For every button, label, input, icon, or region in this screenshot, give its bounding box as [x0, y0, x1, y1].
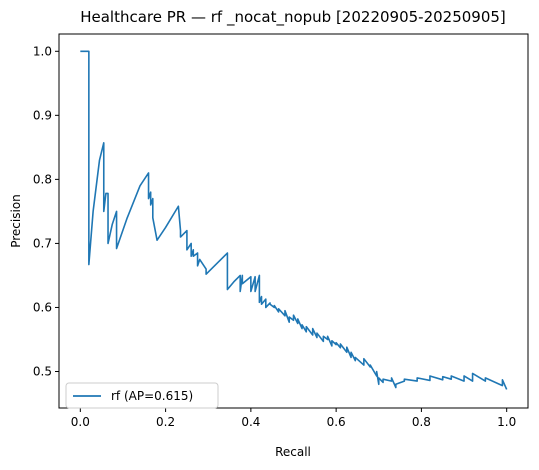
x-tick-label: 0.2	[156, 415, 175, 429]
x-axis-label: Recall	[275, 445, 311, 459]
y-tick-label: 1.0	[33, 44, 52, 58]
y-axis-label: Precision	[9, 194, 23, 248]
x-tick-label: 0.0	[71, 415, 90, 429]
y-tick-label: 0.6	[33, 300, 52, 314]
y-tick-label: 0.5	[33, 364, 52, 378]
series-layer	[80, 50, 508, 390]
legend: rf (AP=0.615)	[65, 382, 219, 409]
legend-box	[65, 382, 219, 409]
x-tick-label: 1.0	[497, 415, 516, 429]
x-tick-label: 0.6	[327, 415, 346, 429]
x-tick-label: 0.4	[241, 415, 260, 429]
chart-title: Healthcare PR — rf _nocat_nopub [2022090…	[80, 8, 506, 27]
x-tick-label: 0.8	[412, 415, 431, 429]
y-axis-ticks: 0.5 0.6 0.7 0.8 0.9 1.0	[33, 44, 59, 378]
x-axis-ticks: 0.0 0.2 0.4 0.6 0.8 1.0	[71, 408, 516, 429]
plot-area-frame	[58, 33, 529, 409]
y-tick-label: 0.7	[33, 236, 52, 250]
y-tick-label: 0.8	[33, 172, 52, 186]
legend-label: rf (AP=0.615)	[111, 389, 193, 403]
y-tick-label: 0.9	[33, 108, 52, 122]
series-line-0	[80, 50, 508, 390]
